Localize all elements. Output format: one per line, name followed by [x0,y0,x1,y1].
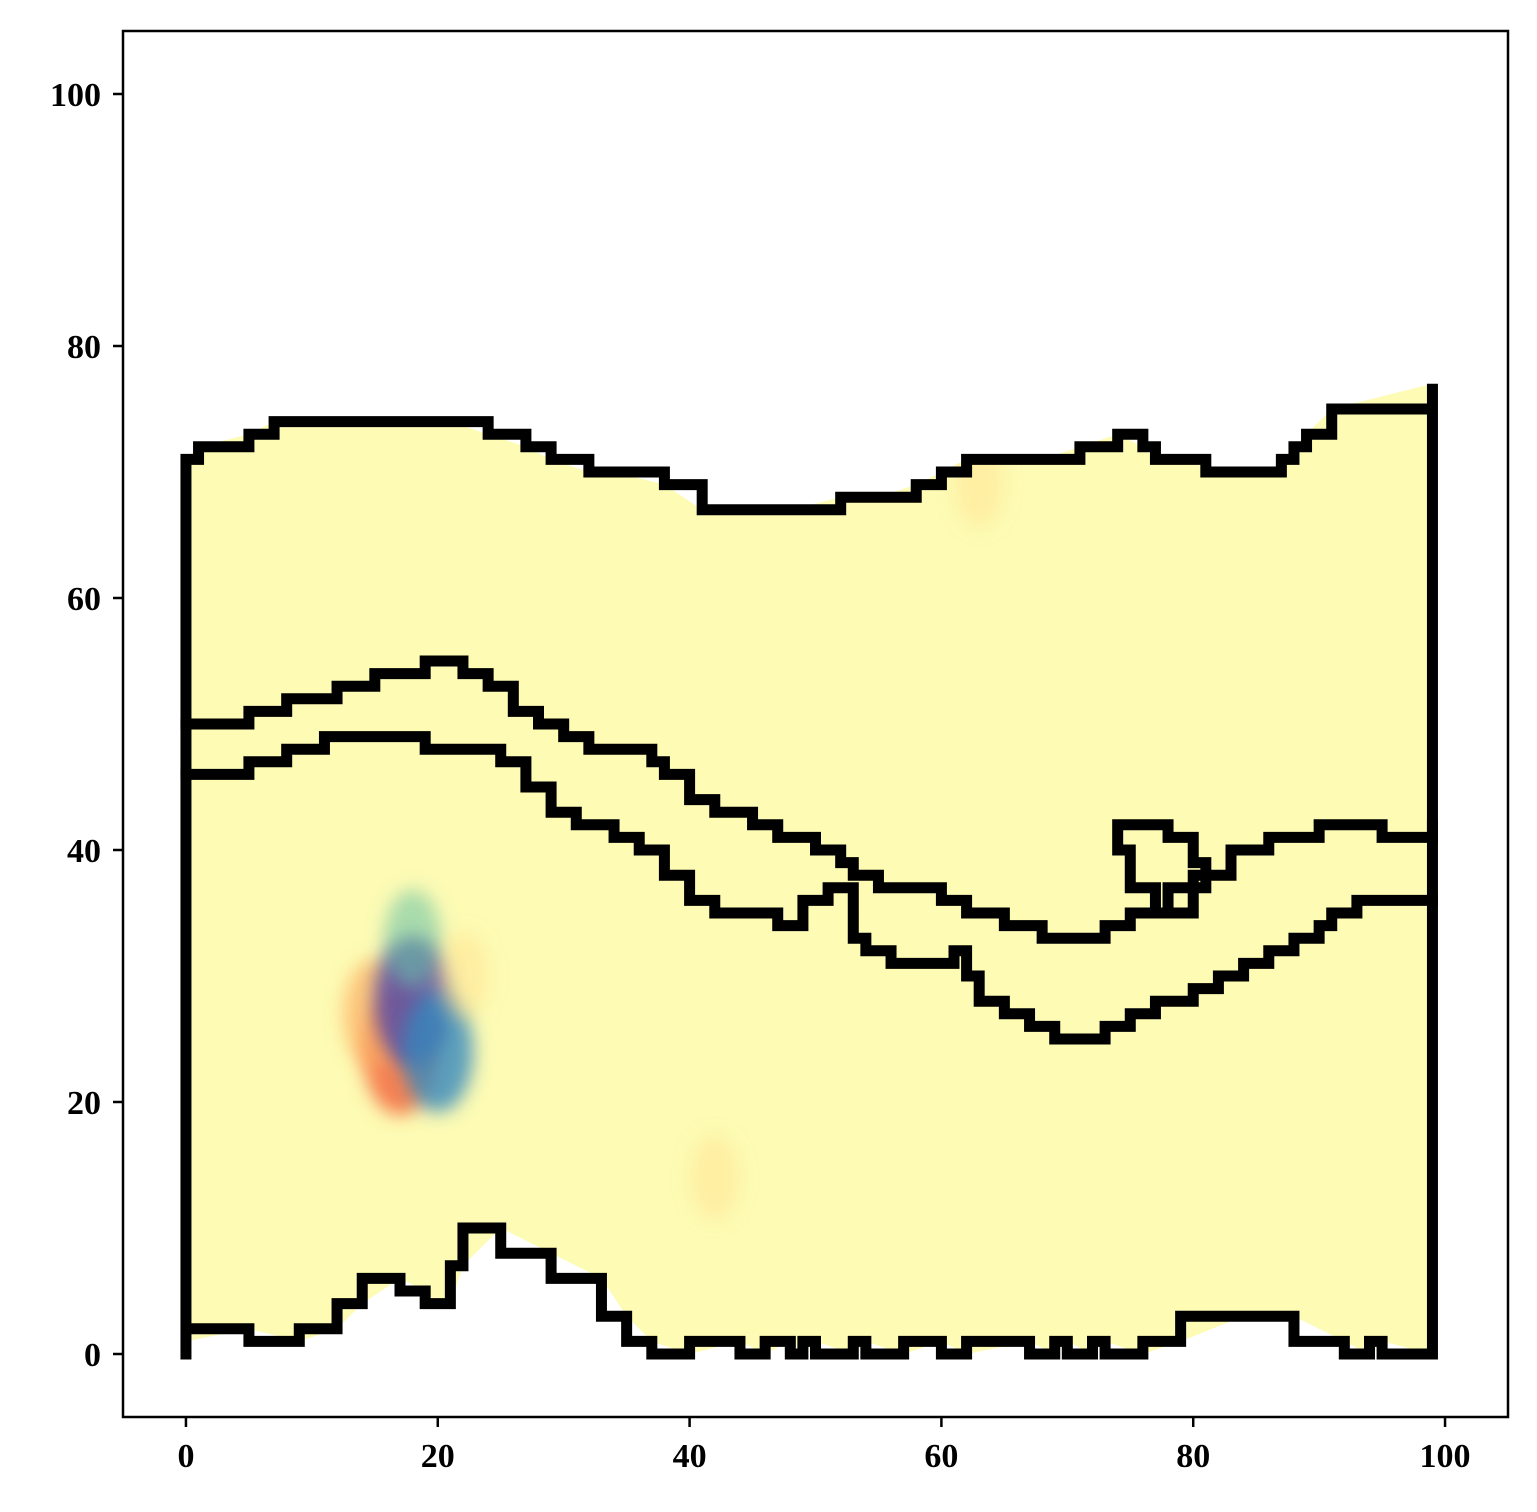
x-axis: 0 20 40 60 80 100 [177,1417,1471,1475]
contour-line-0 [180,383,1438,1360]
x-tick-label: 80 [1176,1438,1210,1475]
anomaly-4 [384,889,441,987]
field-area [185,383,1433,1354]
y-axis: 0 20 40 60 80 100 [50,77,123,1374]
y-tick-label: 100 [50,77,101,114]
anomaly-6 [690,1135,740,1221]
y-tick-label: 20 [67,1085,101,1122]
y-tick-label: 80 [67,329,101,366]
contour-lines [180,383,1438,1360]
y-tick-label: 0 [84,1337,101,1374]
anomaly-layer [342,442,1004,1221]
contour-line-3 [1112,819,1212,919]
contour-line-2 [180,731,1438,1045]
x-tick-label: 40 [673,1438,707,1475]
anomaly-5 [437,932,489,1020]
anomaly-3 [402,991,474,1113]
y-tick-label: 60 [67,581,101,618]
x-tick-label: 100 [1420,1438,1471,1475]
y-tick-label: 40 [67,833,101,870]
x-tick-label: 20 [421,1438,455,1475]
plot-frame [121,29,1510,1419]
x-tick-label: 0 [177,1438,194,1475]
contour-line-1 [180,655,1438,944]
x-tick-label: 60 [924,1438,958,1475]
field-fill [185,383,1433,1354]
